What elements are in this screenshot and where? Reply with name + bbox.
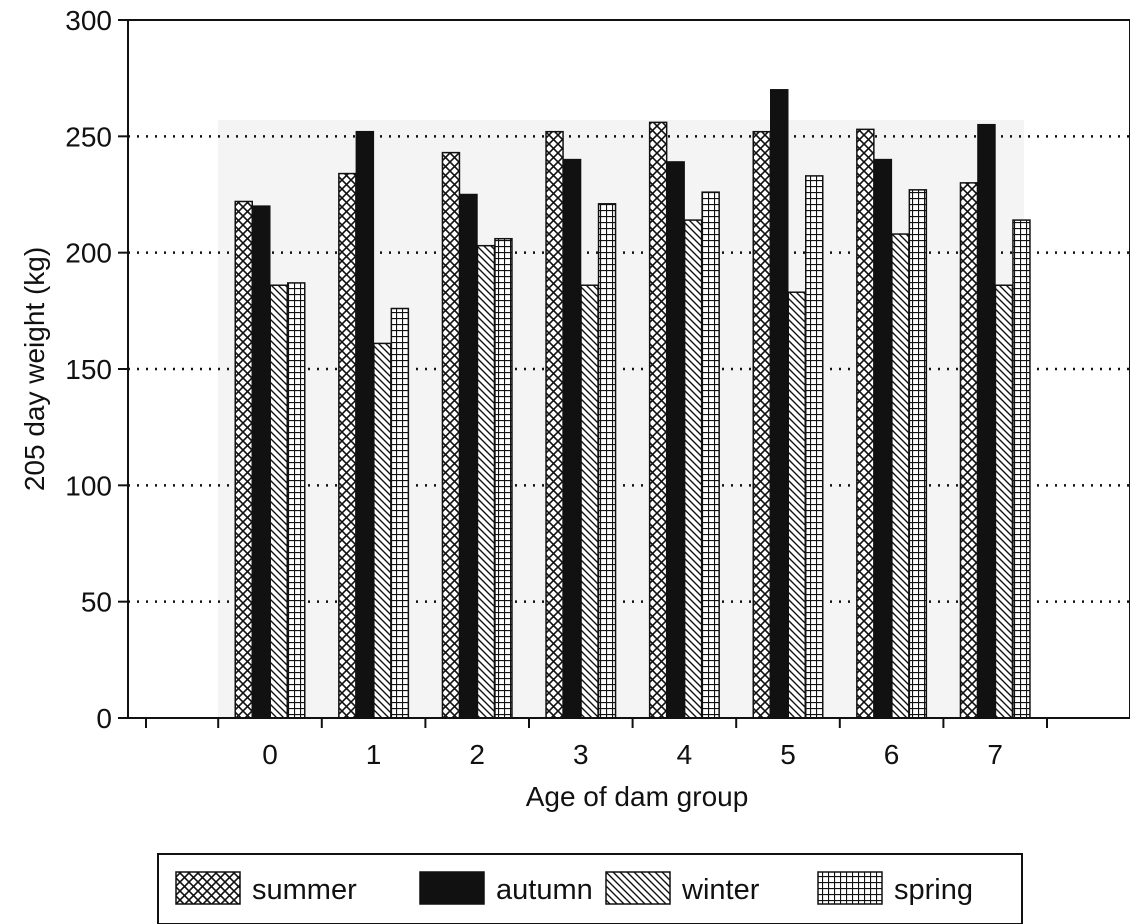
y-tick-label: 300 [65,5,112,36]
bar-winter [683,219,703,719]
bar-summer [338,172,357,719]
x-tick-label: 3 [573,739,589,770]
legend-swatch-summer [175,871,241,905]
y-tick-label: 250 [65,121,112,152]
legend-label-spring: spring [894,874,973,906]
x-tick-label: 1 [366,739,382,770]
x-tick-label: 4 [677,739,693,770]
bar-spring [390,307,410,719]
bar-spring [597,203,617,719]
y-tick-label: 150 [65,354,112,385]
y-tick-label: 50 [81,587,112,618]
bar-summer [648,121,668,719]
legend-label-winter: winter [681,874,760,906]
legend-swatch-winter [605,871,671,905]
bar-spring [701,191,720,719]
bars [234,89,1031,719]
bar-winter [373,342,392,719]
bar-autumn [562,158,582,719]
bar-autumn [977,123,996,719]
y-tick-label: 100 [65,470,112,501]
y-axis-ticks: 0 50 100 150 200 250 300 [65,5,128,734]
x-tick-label: 5 [780,739,796,770]
x-tick-label: 6 [884,739,900,770]
x-tick-label: 7 [987,739,1003,770]
bar-winter [891,233,910,719]
bar-autumn [873,158,893,719]
bar-summer [752,130,771,719]
bar-summer [234,200,253,719]
legend-swatch-spring [817,871,883,905]
bar-spring [494,237,513,719]
bar-winter [580,284,599,719]
bar-summer [441,151,461,719]
bar-autumn [355,130,375,719]
bar-winter [269,284,288,719]
x-tick-label: 0 [262,739,278,770]
x-tick-label: 2 [469,739,485,770]
legend-label-summer: summer [252,874,357,906]
y-tick-label: 200 [65,238,112,269]
legend-swatch-autumn [419,871,485,905]
x-axis-title: Age of dam group [526,781,749,812]
bar-spring [287,282,306,719]
bar-autumn [252,205,271,719]
legend: summer autumn winter spring [175,871,973,906]
bar-spring [1012,219,1031,719]
y-axis-title: 205 day weight (kg) [19,247,50,491]
bar-summer [545,130,564,719]
bar-winter [476,244,496,719]
x-axis-ticks: 0 1 2 3 4 5 6 7 [145,718,1048,770]
bar-autumn [666,161,685,719]
bar-summer [959,182,979,719]
bar-autumn [770,89,789,719]
y-tick-label: 0 [96,703,112,734]
bar-summer [856,128,875,719]
bar-autumn [459,193,478,719]
legend-label-autumn: autumn [496,874,593,906]
bar-winter [787,291,806,719]
bar-spring [908,189,928,719]
bar-spring [805,175,824,719]
bar-winter [994,284,1014,719]
